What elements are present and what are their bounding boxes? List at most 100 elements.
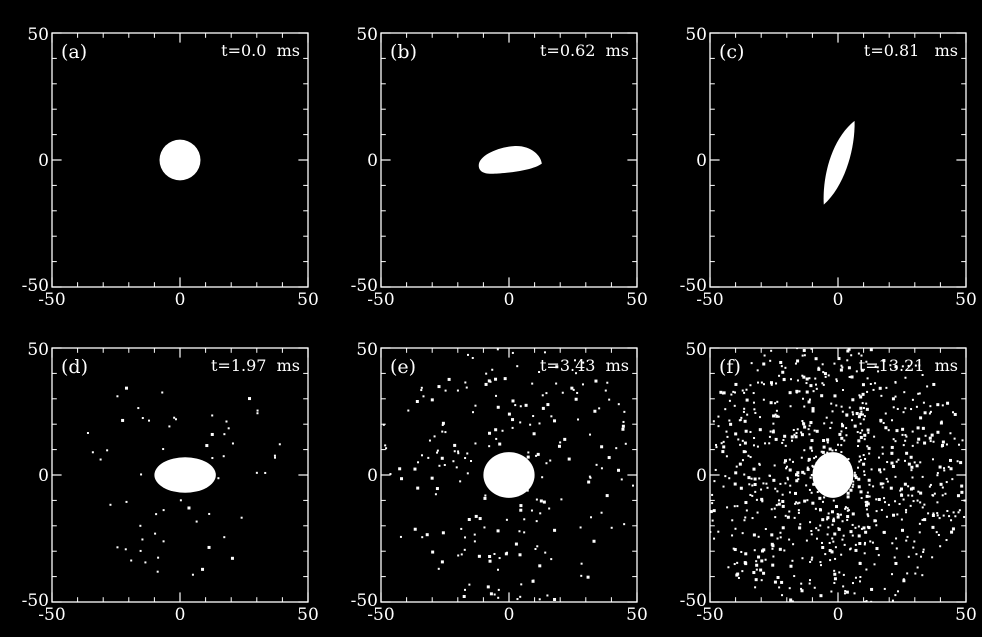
particle-point xyxy=(866,508,868,510)
particle-point xyxy=(757,382,759,384)
particle-point xyxy=(948,466,950,468)
particle-point xyxy=(737,438,739,440)
particle-point xyxy=(837,516,840,519)
particle-point xyxy=(849,489,852,492)
particle-point xyxy=(801,375,803,377)
particle-point xyxy=(812,407,815,410)
particle-point xyxy=(814,587,816,589)
particle-point xyxy=(758,477,760,479)
particle-point xyxy=(759,428,762,431)
particle-point xyxy=(922,519,924,521)
particle-point xyxy=(725,431,727,433)
particle-point xyxy=(140,550,142,552)
particle-point xyxy=(793,429,795,431)
particle-point xyxy=(519,596,521,598)
particle-point xyxy=(838,528,841,531)
panel-data xyxy=(160,140,201,181)
y-tick-label: -50 xyxy=(351,276,378,296)
particle-point xyxy=(824,454,827,457)
particle-point xyxy=(438,568,440,570)
x-tick-label: 0 xyxy=(504,605,515,625)
particle-point xyxy=(833,573,836,576)
particle-point xyxy=(826,487,828,489)
particle-point xyxy=(754,549,756,551)
particle-point xyxy=(845,506,847,508)
particle-point xyxy=(746,509,748,511)
particle-point xyxy=(862,526,865,529)
particle-point xyxy=(223,433,225,435)
particle-point xyxy=(830,403,832,405)
particle-point xyxy=(886,516,888,518)
particle-point xyxy=(922,551,924,553)
particle-point xyxy=(927,512,929,514)
particle-point xyxy=(618,403,620,405)
particle-point xyxy=(919,501,921,503)
particle-point xyxy=(936,512,938,514)
particle-point xyxy=(892,600,894,602)
particle-point xyxy=(488,432,491,435)
particle-point xyxy=(621,478,623,480)
x-tick-label: 50 xyxy=(955,605,977,625)
particle-point xyxy=(855,544,857,546)
particle-point xyxy=(952,527,955,530)
particle-point xyxy=(426,533,429,536)
particle-point xyxy=(420,389,422,391)
x-tick-label: 0 xyxy=(175,290,186,310)
y-tick-label: 50 xyxy=(27,25,49,45)
particle-point xyxy=(498,443,501,446)
particle-point xyxy=(121,419,124,422)
particle-point xyxy=(910,505,912,507)
particle-point xyxy=(902,579,905,582)
particle-point xyxy=(549,460,551,462)
particle-point xyxy=(553,598,556,601)
particle-point xyxy=(897,590,899,592)
particle-point xyxy=(830,591,832,593)
particle-point xyxy=(798,526,801,529)
particle-point xyxy=(488,379,491,382)
particle-point xyxy=(901,428,904,431)
particle-point xyxy=(917,566,919,568)
particle-point xyxy=(852,484,854,486)
particle-point xyxy=(862,414,864,416)
particle-point xyxy=(274,455,276,457)
particle-point xyxy=(914,573,916,575)
particle-point xyxy=(539,598,541,600)
particle-point xyxy=(157,571,159,573)
particle-point xyxy=(548,508,550,510)
particle-point xyxy=(834,558,836,560)
particle-point xyxy=(884,588,886,590)
particle-point xyxy=(845,427,847,429)
particle-point xyxy=(860,459,862,461)
particle-point xyxy=(925,435,927,437)
particle-point xyxy=(436,452,438,454)
y-tick-label: 0 xyxy=(367,151,378,171)
particle-point xyxy=(960,491,963,494)
particle-point xyxy=(248,397,251,400)
particle-point xyxy=(912,476,914,478)
panel-data xyxy=(822,118,857,208)
particle-point xyxy=(873,389,875,391)
particle-point xyxy=(754,478,757,481)
particle-point xyxy=(751,362,753,364)
particle-point xyxy=(514,404,516,406)
particle-point xyxy=(606,494,609,497)
particle-point xyxy=(895,440,897,442)
particle-point xyxy=(835,546,837,548)
particle-point xyxy=(795,363,797,365)
particle-point xyxy=(764,442,766,444)
particle-point xyxy=(761,382,763,384)
particle-point xyxy=(794,517,796,519)
particle-point xyxy=(865,569,867,571)
particle-point xyxy=(850,354,852,356)
particle-point xyxy=(863,454,865,456)
particle-point xyxy=(840,365,842,367)
particle-point xyxy=(757,369,759,371)
particle-point xyxy=(864,415,866,417)
particle-point xyxy=(148,420,150,422)
particle-point xyxy=(806,540,808,542)
particle-point xyxy=(912,547,914,549)
particle-point xyxy=(941,445,943,447)
particle-point xyxy=(959,509,961,511)
particle-point xyxy=(768,475,770,477)
particle-point xyxy=(959,461,962,464)
